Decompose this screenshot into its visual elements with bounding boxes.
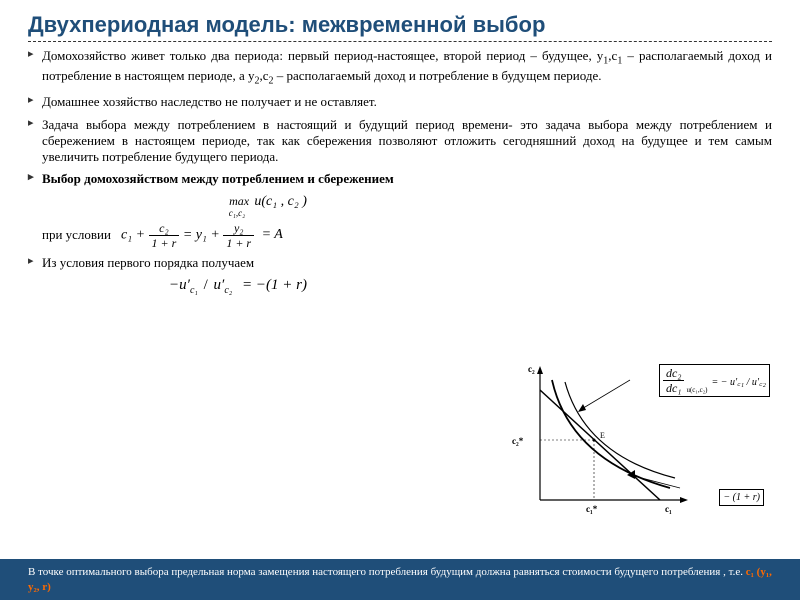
slide-title: Двухпериодная модель: межвременной выбор: [28, 12, 772, 37]
indifference-chart: E c₂* c₁* c₁ c₂ dc₂ dc₁ u(c₁,c₂) = − u′꜀…: [510, 360, 770, 520]
svg-text:c₂*: c₂*: [512, 436, 524, 446]
title-divider: [28, 41, 772, 42]
point-e-label: E: [600, 431, 605, 440]
svg-text:c₁: c₁: [665, 504, 672, 514]
mrs-box: dc₂ dc₁ u(c₁,c₂) = − u′꜀₁ / u′꜀₂: [659, 364, 770, 397]
slope-box: − (1 + r): [719, 489, 764, 506]
svg-text:c₂: c₂: [528, 364, 535, 374]
objective-function: max u(c₁ , c₂ ) c₁,c₂: [178, 194, 358, 218]
bullet-1: Домохозяйство живет только два периода: …: [42, 48, 772, 88]
footer-note: В точке оптимального выбора предельная н…: [0, 559, 800, 600]
bullet-4: Выбор домохозяйством между потреблением …: [42, 171, 772, 187]
bullet-3: Задача выбора между потреблением в насто…: [42, 117, 772, 166]
bullet-list: Домохозяйство живет только два периода: …: [28, 48, 772, 187]
first-order-condition: −u′c₁ / u′c₂ = −(1 + r): [128, 277, 348, 296]
bullet-5: Из условия первого порядка получаем: [42, 255, 772, 271]
bullet-2: Домашнее хозяйство наследство не получае…: [42, 94, 772, 110]
svg-text:c₁*: c₁*: [586, 504, 598, 514]
budget-constraint: при условии c₁ + c₂ 1 + r = y₁ + y₂ 1 + …: [42, 222, 772, 249]
